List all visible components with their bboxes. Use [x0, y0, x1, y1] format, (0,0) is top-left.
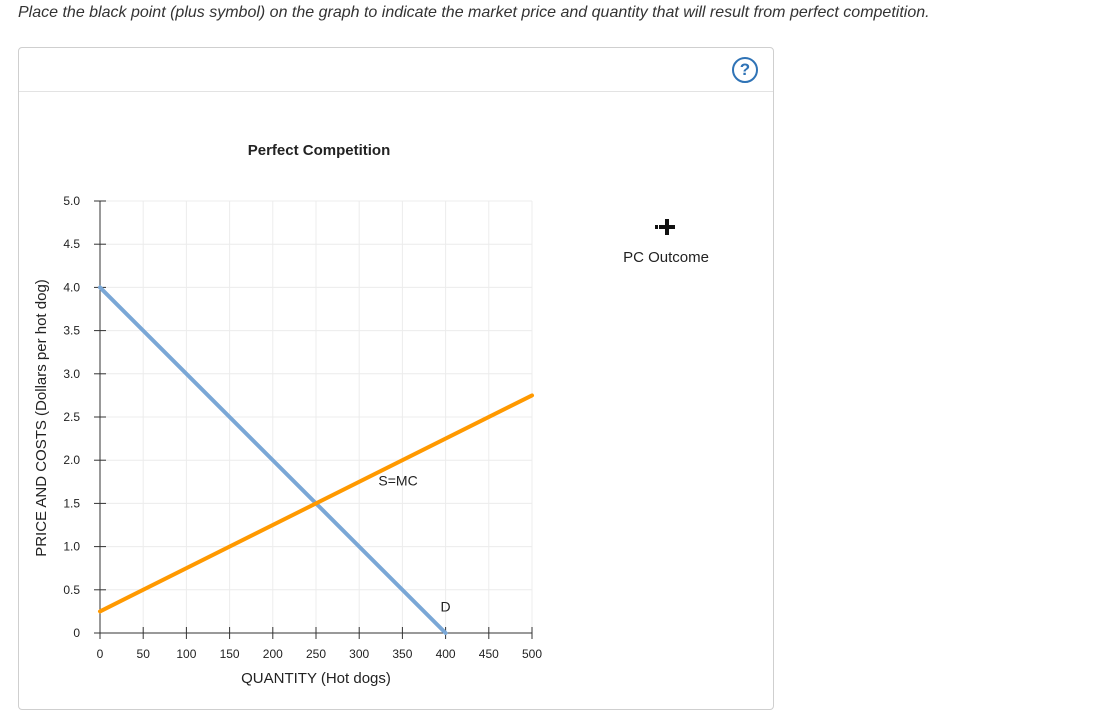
y-tick-label: 4.0	[63, 280, 80, 294]
help-button[interactable]: ?	[732, 57, 758, 83]
y-tick-label: 3.0	[63, 367, 80, 381]
plus-point-icon[interactable]	[655, 216, 677, 243]
supply-label: S=MC	[378, 472, 417, 488]
y-tick-label: 3.5	[63, 324, 80, 338]
y-tick-label: 2.5	[63, 410, 80, 424]
x-tick-label: 500	[522, 647, 542, 661]
axes: 0 50 100 150 200 250 300 350 400 450 500 0 0.5 1.0 1.5…	[63, 194, 542, 661]
labels: Perfect Competition QUANTITY (Hot dogs) …	[33, 142, 451, 687]
y-tick-label: 5.0	[63, 194, 80, 208]
panel-header: ?	[19, 48, 773, 92]
y-tick-label: 4.5	[63, 237, 80, 251]
x-axis-label: QUANTITY (Hot dogs)	[241, 670, 391, 687]
series	[98, 285, 534, 635]
supply-curve	[98, 393, 534, 614]
y-tick-label: 2.0	[63, 453, 80, 467]
tool-palette: PC Outcome	[616, 216, 716, 266]
x-tick-label: 150	[220, 647, 240, 661]
y-tick-label: 1.5	[63, 496, 80, 510]
demand-label: D	[441, 598, 451, 614]
chart-title: Perfect Competition	[248, 142, 391, 159]
x-tick-label: 200	[263, 647, 283, 661]
x-tick-label: 0	[97, 647, 104, 661]
x-tick-label: 350	[392, 647, 412, 661]
y-tick-label: 0	[73, 626, 80, 640]
x-tick-label: 450	[479, 647, 499, 661]
demand-curve	[98, 285, 448, 635]
y-tick-label: 0.5	[63, 583, 80, 597]
y-axis-label: PRICE AND COSTS (Dollars per hot dog)	[33, 279, 50, 557]
pc-outcome-label: PC Outcome	[623, 249, 709, 266]
x-tick-label: 250	[306, 647, 326, 661]
x-tick-label: 100	[176, 647, 196, 661]
perfect-competition-chart[interactable]: 0 50 100 150 200 250 300 350 400 450 500 0 0.5 1.0 1.5…	[19, 48, 773, 709]
instruction-text: Place the black point (plus symbol) on t…	[18, 4, 930, 21]
graph-panel: ? 0 50 100 150 200 250 300 350 400 450 500 0 0.5 1.0 1…	[18, 47, 774, 710]
x-tick-label: 400	[436, 647, 456, 661]
y-tick-label: 1.0	[63, 540, 80, 554]
x-tick-label: 50	[137, 647, 151, 661]
grid	[100, 200, 533, 633]
x-tick-label: 300	[349, 647, 369, 661]
